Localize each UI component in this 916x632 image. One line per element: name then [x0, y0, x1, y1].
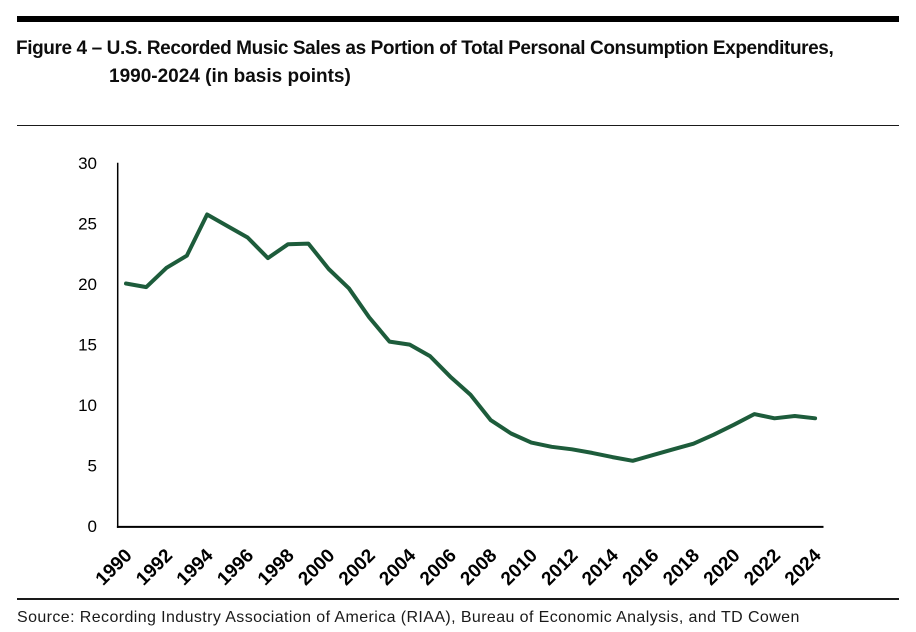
svg-text:20: 20: [78, 275, 97, 294]
svg-text:1990: 1990: [92, 545, 137, 590]
svg-text:0: 0: [88, 517, 97, 536]
svg-text:2022: 2022: [740, 545, 785, 590]
svg-text:5: 5: [88, 457, 97, 476]
svg-text:2002: 2002: [335, 545, 380, 590]
svg-text:2000: 2000: [294, 545, 339, 590]
svg-text:1992: 1992: [132, 545, 177, 590]
svg-text:2014: 2014: [578, 545, 623, 590]
svg-text:2018: 2018: [659, 545, 704, 590]
svg-text:2004: 2004: [375, 545, 420, 590]
svg-text:25: 25: [78, 215, 97, 234]
svg-text:2006: 2006: [416, 545, 461, 590]
svg-text:2020: 2020: [700, 545, 745, 590]
svg-text:30: 30: [78, 154, 97, 173]
svg-text:2010: 2010: [497, 545, 542, 590]
svg-text:10: 10: [78, 396, 97, 415]
svg-text:1996: 1996: [213, 545, 258, 590]
svg-text:2008: 2008: [457, 545, 502, 590]
svg-text:1994: 1994: [173, 545, 218, 590]
svg-text:2016: 2016: [619, 545, 664, 590]
svg-text:1998: 1998: [254, 545, 299, 590]
svg-text:2024: 2024: [781, 545, 826, 590]
svg-text:15: 15: [78, 336, 97, 355]
svg-text:2012: 2012: [538, 545, 583, 590]
